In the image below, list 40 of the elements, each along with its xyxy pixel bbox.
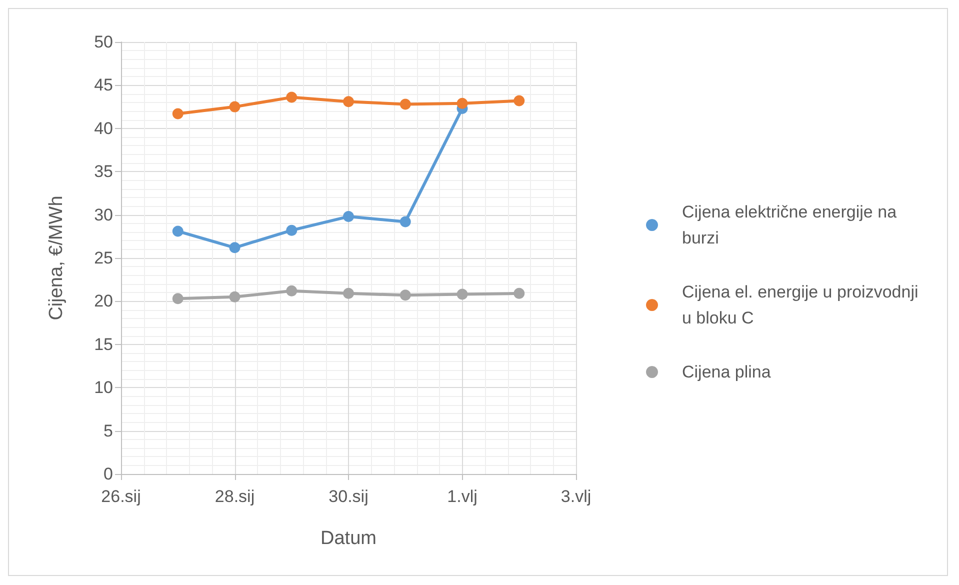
point [343, 211, 354, 222]
point [343, 288, 354, 299]
point [343, 96, 354, 108]
point [172, 293, 184, 304]
point [456, 98, 468, 109]
point [172, 226, 184, 237]
y-tick-label: 45 [94, 76, 113, 95]
y-tick-label: 5 [104, 421, 113, 440]
point [286, 285, 298, 296]
point [514, 288, 525, 299]
point [400, 216, 411, 228]
y-tick-label: 30 [94, 205, 113, 224]
x-tick-label: 3.vlj [560, 487, 592, 506]
y-tick-label: 20 [94, 292, 113, 311]
x-tick-label: 30.sij [328, 487, 368, 506]
x-tick-label: 1.vlj [447, 487, 478, 506]
y-tick-label: 10 [94, 378, 113, 398]
point [514, 95, 525, 106]
point [400, 290, 411, 301]
legend-label: Cijena el. energije u proizvodnji u bloku C [682, 282, 923, 328]
y-tick-label: 25 [94, 248, 113, 268]
legend-label: Cijena plina [682, 362, 772, 382]
y-tick-label: 15 [94, 334, 113, 354]
y-axis-title: Cijena, €/MWh [46, 196, 67, 320]
y-tick-label: 40 [94, 118, 113, 138]
x-tick-label: 26.sij [101, 487, 141, 506]
legend-label: Cijena električne energije na burzi [682, 202, 902, 248]
point [456, 288, 468, 300]
point [400, 98, 411, 110]
y-tick-label: 0 [104, 464, 113, 484]
y-tick-label: 50 [94, 32, 113, 52]
point [229, 242, 240, 254]
point [286, 92, 298, 103]
point [229, 291, 240, 302]
point [229, 101, 240, 112]
x-axis-title: Datum [320, 528, 376, 549]
point [172, 108, 184, 120]
y-tick-label: 35 [94, 162, 113, 182]
x-tick-label: 28.sij [214, 487, 255, 506]
point [286, 224, 298, 236]
